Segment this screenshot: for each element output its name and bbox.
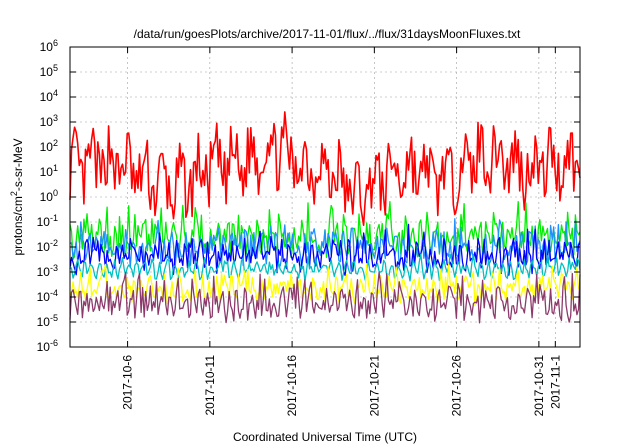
y-tick-base: 10 [40, 190, 54, 204]
y-tick-base: 10 [40, 140, 54, 154]
x-tick-label: 2017-11-1 [548, 355, 562, 409]
x-axis-title: Coordinated Universal Time (UTC) [233, 430, 417, 444]
y-tick-base: 10 [37, 340, 51, 354]
y-tick-exp: 0 [53, 188, 58, 198]
series-line [69, 201, 581, 261]
y-tick-label: 104 [40, 88, 58, 104]
y-tick-base: 10 [40, 90, 54, 104]
y-tick-exp: -1 [50, 213, 58, 223]
y-axis-title-exp: 2 [9, 191, 19, 196]
y-tick-label: 101 [40, 163, 58, 179]
x-tick-label: 2017-10-26 [450, 355, 464, 417]
series-line [69, 253, 581, 282]
y-tick-exp: -6 [50, 338, 58, 348]
y-tick-exp: 5 [53, 63, 58, 73]
y-tick-label: 10-2 [37, 238, 58, 254]
y-tick-exp: -4 [50, 288, 58, 298]
y-tick-base: 10 [37, 265, 51, 279]
series-line [69, 223, 581, 277]
y-tick-base: 10 [40, 40, 54, 54]
y-tick-label: 10-3 [37, 263, 58, 279]
y-tick-exp: 6 [53, 38, 58, 48]
x-axis: 2017-10-6 2017-10-11 2017-10-16 2017-10-21 2… [121, 47, 562, 417]
y-tick-exp: 2 [53, 138, 58, 148]
y-axis: 10-610-510-410-310-210-11001011021031041… [37, 38, 580, 354]
x-tick-label: 2017-10-21 [367, 355, 381, 417]
y-tick-label: 102 [40, 138, 58, 154]
y-tick-base: 10 [40, 165, 54, 179]
y-axis-title-base: protons/cm [11, 196, 25, 255]
y-tick-label: 105 [40, 63, 58, 79]
y-tick-label: 10-5 [37, 313, 58, 329]
y-tick-base: 10 [40, 65, 54, 79]
y-tick-base: 10 [37, 240, 51, 254]
chart-title: /data/run/goesPlots/archive/2017-11-01/f… [134, 27, 521, 41]
y-tick-label: 10-1 [37, 213, 58, 229]
y-tick-exp: -2 [50, 238, 58, 248]
y-tick-exp: 3 [53, 113, 58, 123]
y-tick-label: 10-4 [37, 288, 58, 304]
series-line [69, 111, 581, 226]
x-tick-label: 2017-10-31 [532, 355, 546, 417]
y-tick-exp: -5 [50, 313, 58, 323]
x-tick-label: 2017-10-16 [285, 355, 299, 417]
y-tick-base: 10 [37, 315, 51, 329]
series-line [69, 271, 581, 324]
y-tick-exp: -3 [50, 263, 58, 273]
y-tick-exp: 1 [53, 163, 58, 173]
series-layer [69, 111, 581, 324]
x-tick-label: 2017-10-11 [203, 355, 217, 416]
y-axis-title: protons/cm2-s-sr-MeV [9, 138, 25, 255]
y-tick-base: 10 [40, 115, 54, 129]
x-tick-label: 2017-10-6 [121, 355, 135, 410]
y-tick-base: 10 [37, 290, 51, 304]
y-tick-label: 103 [40, 113, 58, 129]
y-tick-label: 10-6 [37, 338, 58, 354]
y-tick-label: 106 [40, 38, 58, 54]
y-tick-exp: 4 [53, 88, 58, 98]
y-tick-base: 10 [37, 215, 51, 229]
y-axis-title-rest: -s-sr-MeV [11, 138, 25, 191]
y-tick-label: 100 [40, 188, 58, 204]
